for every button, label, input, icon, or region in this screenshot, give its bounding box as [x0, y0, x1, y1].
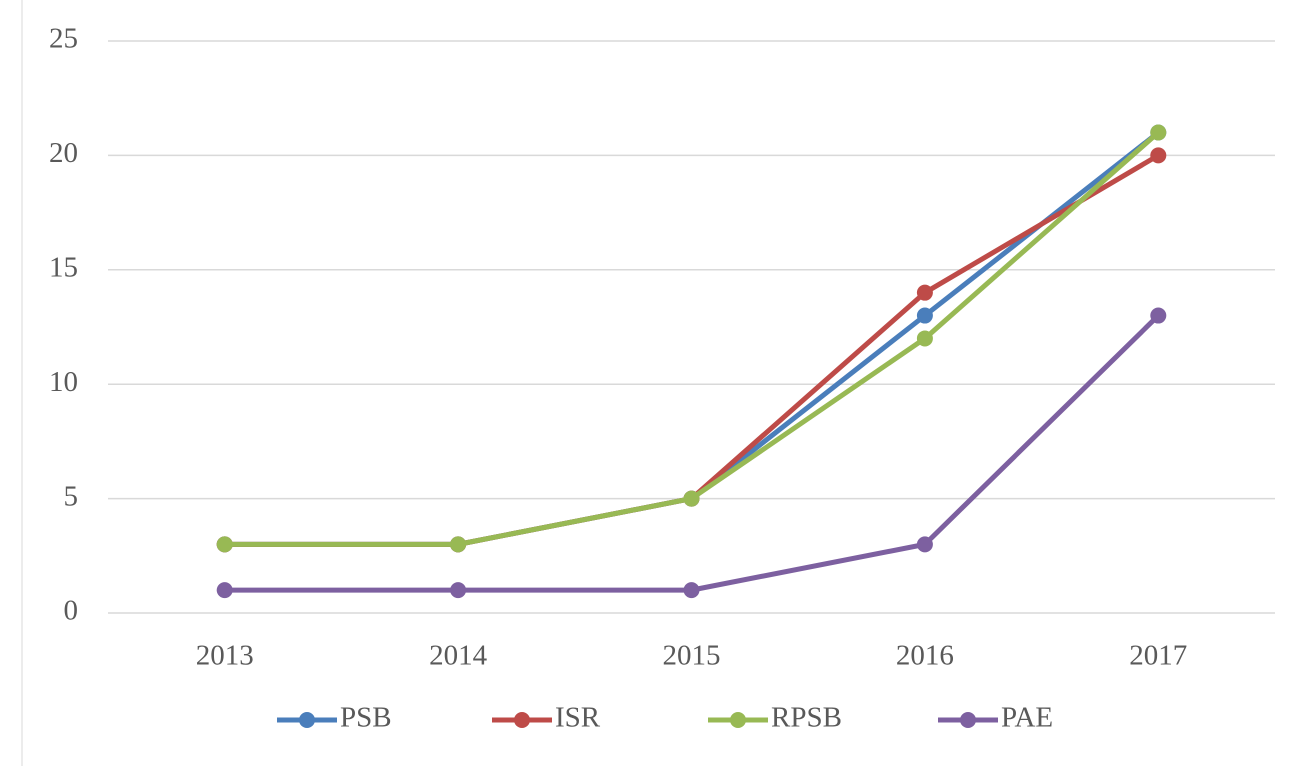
- data-point: [1150, 124, 1167, 141]
- y-tick-label: 15: [49, 251, 78, 283]
- legend-marker: [299, 712, 315, 728]
- data-point: [1150, 147, 1167, 164]
- y-tick-label: 20: [49, 137, 78, 169]
- data-point: [683, 582, 700, 599]
- series-line: [224, 313, 1161, 593]
- x-tick-label: 2016: [896, 640, 954, 672]
- series-line: [224, 130, 1160, 547]
- data-point: [1150, 307, 1167, 324]
- data-point: [450, 536, 467, 553]
- legend-marker: [960, 712, 976, 728]
- legend-marker: [730, 712, 746, 728]
- legend-label: PSB: [340, 702, 392, 734]
- data-point: [916, 284, 933, 301]
- x-tick-label: 2014: [429, 640, 488, 672]
- data-point: [916, 330, 933, 347]
- legend-marker: [514, 712, 530, 728]
- legend-label: PAE: [1001, 702, 1053, 734]
- data-point: [683, 490, 700, 507]
- data-point: [916, 536, 933, 553]
- y-tick-label: 5: [64, 480, 79, 512]
- x-tick-label: 2013: [196, 640, 254, 672]
- y-tick-label: 10: [49, 366, 78, 398]
- legend-label: ISR: [555, 702, 601, 734]
- data-point: [916, 307, 933, 324]
- y-tick-label: 0: [64, 595, 79, 627]
- y-tick-label: 25: [49, 23, 78, 55]
- data-point: [216, 536, 233, 553]
- series-line: [224, 130, 1160, 547]
- x-tick-label: 2015: [663, 640, 721, 672]
- x-tick-label: 2017: [1129, 640, 1187, 672]
- data-point: [216, 582, 233, 599]
- data-point: [450, 582, 467, 599]
- legend-label: RPSB: [771, 702, 842, 734]
- series-line: [224, 153, 1160, 547]
